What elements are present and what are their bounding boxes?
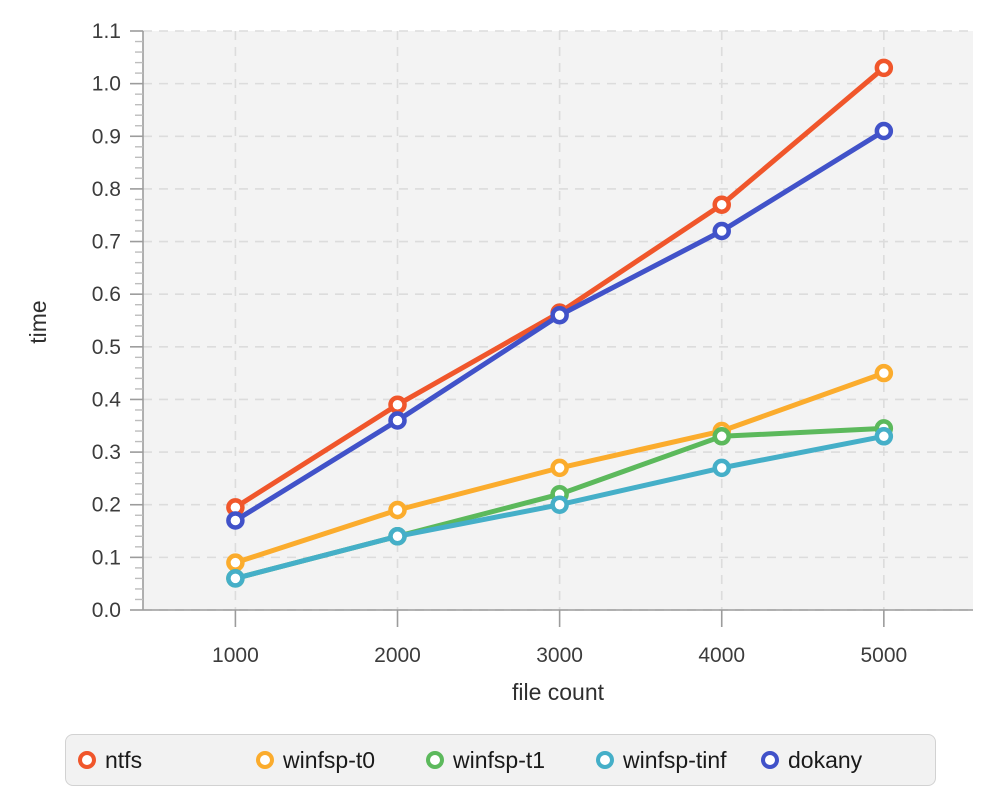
data-point-ntfs — [388, 395, 407, 414]
data-point-winfsp-tinf — [388, 527, 407, 546]
y-tick-label: 0.0 — [92, 599, 121, 622]
data-point-winfsp-t0 — [388, 500, 407, 520]
y-tick-label: 0.8 — [92, 178, 121, 201]
data-point-dokany — [550, 305, 569, 325]
line-chart: 0.0 0.1 0.2 0.3 0.4 0.5 0.6 0.7 0.8 0.9 1.0 1.1 1000… — [25, 20, 973, 705]
legend-marker-icon — [761, 751, 779, 769]
chart-legend: ntfs winfsp-t0 winfsp-t1 winfsp-tinf dokany — [65, 734, 936, 786]
data-point-winfsp-tinf — [550, 495, 569, 514]
y-tick-label: 0.4 — [92, 388, 122, 411]
y-tick-label: 0.9 — [92, 125, 121, 148]
data-point-dokany — [388, 411, 407, 430]
data-point-winfsp-t1 — [712, 427, 731, 446]
y-tick-label: 0.1 — [92, 546, 121, 569]
y-tick-label: 0.3 — [92, 441, 121, 464]
x-tick-label: 4000 — [698, 644, 745, 667]
legend-label: winfsp-tinf — [623, 746, 727, 773]
legend-marker-icon — [256, 751, 274, 769]
data-point-dokany — [226, 511, 245, 530]
y-tick-label: 1.1 — [92, 20, 121, 43]
data-point-winfsp-tinf — [712, 458, 731, 478]
legend-label: winfsp-t0 — [283, 746, 376, 773]
x-tick-label: 1000 — [212, 644, 259, 667]
legend-item-dokany[interactable]: dokany — [761, 735, 862, 785]
y-tick-label: 0.7 — [92, 231, 121, 254]
data-point-dokany — [712, 221, 731, 241]
legend-item-winfsp-tinf[interactable]: winfsp-tinf — [596, 735, 727, 785]
legend-item-ntfs[interactable]: ntfs — [78, 735, 142, 785]
legend-marker-icon — [426, 751, 444, 769]
legend-item-winfsp-t0[interactable]: winfsp-t0 — [256, 735, 375, 785]
x-tick-label: 2000 — [374, 644, 421, 667]
data-point-winfsp-t0 — [226, 553, 245, 572]
legend-label: ntfs — [105, 746, 143, 773]
legend-label: winfsp-t1 — [453, 746, 546, 773]
data-point-ntfs — [712, 195, 731, 214]
y-tick-label: 0.2 — [92, 494, 121, 517]
data-point-ntfs — [874, 58, 894, 78]
x-axis-title: file count — [512, 679, 605, 705]
legend-label: dokany — [788, 746, 863, 773]
data-point-dokany — [874, 121, 894, 141]
y-axis-title: time — [25, 300, 51, 343]
plot-area: 0.0 0.1 0.2 0.3 0.4 0.5 0.6 0.7 0.8 0.9 1.0 1.1 1000… — [92, 20, 973, 667]
data-point-winfsp-t0 — [874, 363, 894, 383]
data-point-winfsp-t0 — [550, 458, 569, 478]
x-tick-label: 3000 — [536, 644, 583, 667]
x-tick-label: 5000 — [860, 644, 907, 667]
legend-item-winfsp-t1[interactable]: winfsp-t1 — [426, 735, 545, 785]
y-tick-label: 0.5 — [92, 336, 121, 359]
y-tick-label: 1.0 — [92, 73, 121, 96]
legend-marker-icon — [596, 751, 614, 769]
y-tick-label: 0.6 — [92, 283, 121, 306]
data-point-winfsp-tinf — [874, 427, 894, 446]
legend-marker-icon — [78, 751, 96, 769]
data-point-winfsp-tinf — [226, 569, 245, 588]
